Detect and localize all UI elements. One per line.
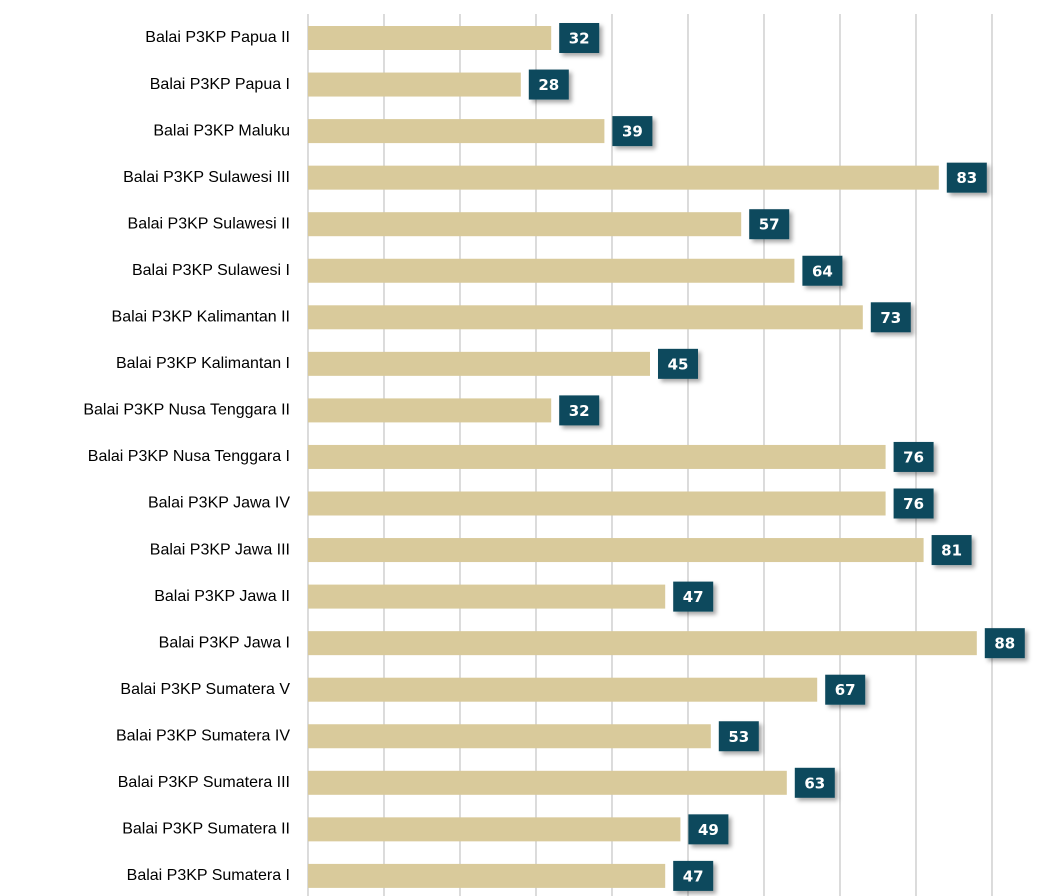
data-label: 76 bbox=[903, 448, 924, 466]
data-label: 63 bbox=[804, 774, 825, 792]
data-label: 47 bbox=[683, 867, 704, 885]
data-label-box bbox=[673, 581, 714, 612]
data-label-box bbox=[688, 814, 729, 845]
y-tick-label: Balai P3KP Sumatera V bbox=[120, 681, 290, 698]
bar bbox=[308, 258, 795, 283]
y-tick-label: Balai P3KP Jawa III bbox=[150, 541, 290, 558]
data-label-box bbox=[870, 302, 911, 333]
data-label: 49 bbox=[698, 821, 719, 839]
bar bbox=[308, 26, 552, 50]
y-tick-label: Balai P3KP Sulawesi III bbox=[123, 169, 290, 186]
data-label: 32 bbox=[569, 402, 590, 420]
bar bbox=[308, 351, 650, 376]
data-label-box bbox=[893, 488, 934, 519]
bar bbox=[308, 584, 666, 609]
y-tick-label: Balai P3KP Sumatera III bbox=[118, 774, 290, 791]
y-tick-label: Balai P3KP Jawa II bbox=[154, 588, 290, 605]
data-label: 81 bbox=[941, 542, 962, 560]
data-label-box bbox=[528, 69, 569, 100]
bar bbox=[308, 72, 521, 97]
bar bbox=[308, 491, 886, 516]
data-label-box bbox=[559, 395, 600, 426]
bar bbox=[308, 444, 886, 469]
bar bbox=[308, 212, 742, 237]
data-label-box bbox=[749, 209, 790, 240]
y-tick-label: Balai P3KP Sumatera II bbox=[122, 821, 290, 838]
data-label: 88 bbox=[994, 635, 1015, 653]
bar bbox=[308, 863, 666, 888]
data-label-box bbox=[893, 441, 934, 472]
y-tick-label: Balai P3KP Sulawesi I bbox=[132, 262, 290, 279]
data-label: 28 bbox=[538, 76, 559, 94]
bar bbox=[308, 398, 552, 423]
bar bbox=[308, 724, 711, 749]
bar bbox=[308, 631, 977, 656]
y-tick-label: Balai P3KP Jawa IV bbox=[148, 495, 290, 512]
y-tick-label: Balai P3KP Maluku bbox=[153, 122, 290, 139]
y-tick-label: Balai P3KP Kalimantan II bbox=[112, 309, 290, 326]
bar bbox=[308, 770, 787, 795]
data-label: 64 bbox=[812, 262, 833, 280]
y-tick-label: Balai P3KP Sumatera IV bbox=[116, 727, 290, 744]
bar bbox=[308, 817, 681, 842]
data-label: 73 bbox=[880, 309, 901, 327]
data-label: 47 bbox=[683, 588, 704, 606]
y-tick-label: Balai P3KP Kalimantan I bbox=[116, 355, 290, 372]
data-label: 32 bbox=[569, 30, 590, 48]
data-label: 53 bbox=[728, 728, 749, 746]
data-label-box bbox=[559, 23, 600, 53]
data-label: 67 bbox=[835, 681, 856, 699]
data-label-box bbox=[802, 255, 843, 286]
y-tick-label: Balai P3KP Sulawesi II bbox=[128, 215, 290, 232]
bar bbox=[308, 305, 863, 330]
y-tick-label: Balai P3KP Papua II bbox=[145, 29, 290, 46]
data-label-box bbox=[794, 767, 835, 798]
data-label: 76 bbox=[903, 495, 924, 513]
data-label-box bbox=[612, 116, 653, 147]
data-label: 57 bbox=[759, 216, 780, 234]
data-label-box bbox=[946, 162, 987, 193]
data-label-box bbox=[825, 674, 866, 705]
y-tick-label: Balai P3KP Papua I bbox=[150, 76, 290, 93]
bar bbox=[308, 538, 924, 563]
bar bbox=[308, 119, 605, 144]
y-tick-label: Balai P3KP Jawa I bbox=[159, 634, 290, 651]
y-tick-label: Balai P3KP Sumatera I bbox=[127, 867, 290, 884]
data-label-box bbox=[984, 628, 1025, 659]
data-label-box bbox=[718, 721, 759, 752]
data-label: 83 bbox=[956, 169, 977, 187]
data-label-box bbox=[658, 348, 698, 379]
data-label: 45 bbox=[668, 355, 689, 373]
bar bbox=[308, 165, 939, 190]
data-label-box bbox=[931, 535, 972, 566]
y-tick-label: Balai P3KP Nusa Tenggara I bbox=[88, 448, 290, 465]
data-label-box bbox=[673, 860, 714, 891]
bar bbox=[308, 677, 818, 702]
y-tick-label: Balai P3KP Nusa Tenggara II bbox=[83, 402, 290, 419]
data-label: 39 bbox=[622, 123, 643, 141]
